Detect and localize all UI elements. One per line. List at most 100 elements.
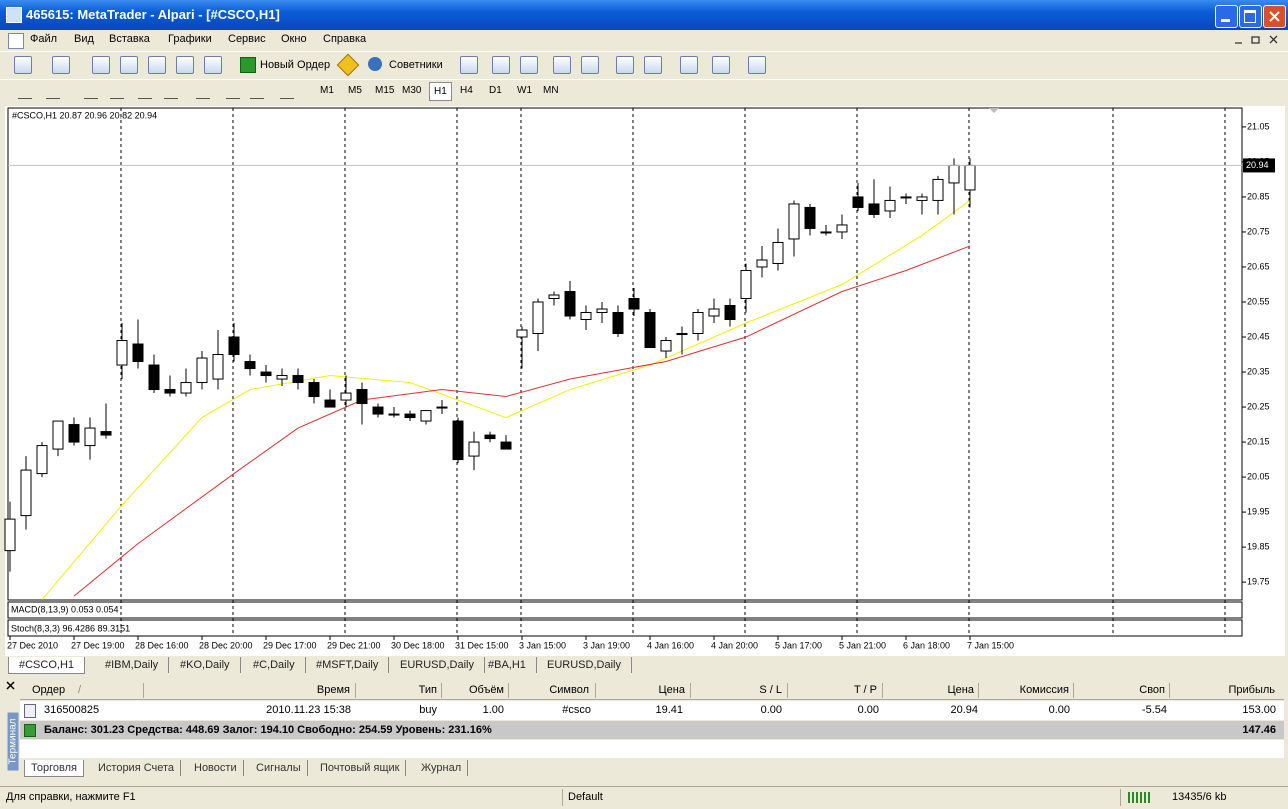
column-header[interactable]: Прибыль	[1228, 684, 1275, 696]
timeframe-button[interactable]: M1	[320, 85, 334, 96]
order-cell[interactable]: 20.94	[950, 704, 978, 716]
terminal-close[interactable]	[6, 681, 15, 690]
drawing-tool[interactable]	[18, 84, 32, 99]
order-cell[interactable]: 2010.11.23 15:38	[266, 704, 351, 716]
toolbar-button[interactable]	[581, 56, 599, 74]
chart-tab[interactable]: #KO,Daily	[170, 657, 241, 673]
toolbar-button[interactable]: Новый Ордер	[260, 59, 331, 71]
order-cell[interactable]: #csco	[562, 704, 591, 716]
maximize-button[interactable]	[1239, 5, 1262, 28]
candle-body	[116, 340, 128, 366]
menu-item[interactable]: Вставка	[109, 33, 150, 45]
toolbar-button[interactable]	[204, 56, 222, 74]
terminal-tab[interactable]: Новости	[188, 760, 244, 776]
drawing-tool[interactable]	[110, 84, 124, 99]
column-divider	[787, 683, 788, 698]
toolbar-button[interactable]	[148, 56, 166, 74]
timeframe-button[interactable]: M5	[348, 85, 362, 96]
order-cell[interactable]: 0.00	[760, 704, 782, 716]
toolbar-button[interactable]	[460, 56, 478, 74]
toolbar-button[interactable]	[52, 56, 70, 74]
order-cell[interactable]: buy	[419, 704, 437, 716]
column-header[interactable]: Своп	[1139, 684, 1165, 696]
drawing-tool[interactable]	[138, 84, 152, 99]
balance-icon	[24, 724, 36, 737]
column-header[interactable]: S / L	[759, 684, 782, 696]
toolbar-button[interactable]	[616, 56, 634, 74]
toolbar-button[interactable]	[553, 56, 571, 74]
toolbar-button[interactable]	[92, 56, 110, 74]
chart-tab[interactable]: #BA,H1	[478, 657, 537, 673]
candle-body	[948, 164, 960, 184]
order-cell[interactable]: 316500825	[44, 704, 100, 716]
drawing-tool[interactable]	[226, 84, 240, 99]
close-button[interactable]	[1263, 5, 1286, 28]
chart-tab[interactable]: #C,Daily	[243, 657, 306, 673]
order-cell[interactable]: 153.00	[1242, 704, 1276, 716]
mdi-buttons[interactable]	[1232, 34, 1282, 46]
chart-tab[interactable]: #IBM,Daily	[95, 657, 170, 673]
x-tick-label: 3 Jan 19:00	[583, 640, 630, 650]
candle-body	[788, 203, 800, 240]
menu-item[interactable]: Сервис	[228, 33, 266, 45]
minimize-button[interactable]	[1215, 5, 1238, 28]
timeframe-button[interactable]: W1	[517, 85, 532, 96]
toolbar-button[interactable]	[492, 56, 510, 74]
timeframe-button[interactable]: M30	[402, 85, 422, 96]
toolbar-button[interactable]	[644, 56, 662, 74]
terminal-tab[interactable]: Сигналы	[250, 760, 308, 776]
x-tick-label: 27 Dec 2010	[7, 640, 58, 650]
menu-item[interactable]: Вид	[74, 33, 94, 45]
column-header[interactable]: T / P	[853, 684, 877, 696]
timeframe-button[interactable]: M15	[375, 85, 395, 96]
terminal-tab[interactable]: Торговля	[24, 760, 84, 777]
timeframe-button[interactable]: D1	[489, 85, 502, 96]
column-header[interactable]: Тип	[418, 684, 437, 696]
column-header[interactable]: Время	[316, 684, 350, 696]
drawing-tool[interactable]	[84, 84, 98, 99]
drawing-tool[interactable]	[46, 84, 60, 99]
column-header[interactable]: Объём	[468, 684, 504, 696]
timeframe-button[interactable]: H4	[460, 85, 473, 96]
toolbar-button[interactable]	[680, 56, 698, 74]
order-cell[interactable]: 1.00	[482, 704, 504, 716]
toolbar-button[interactable]	[14, 56, 32, 74]
drawing-tool[interactable]	[280, 84, 294, 99]
drawing-tool[interactable]	[250, 84, 264, 99]
toolbar-button[interactable]: Советники	[389, 59, 443, 71]
column-header[interactable]: Комиссия	[1019, 684, 1069, 696]
candle-body	[212, 354, 224, 380]
y-tick-label: 20.55	[1247, 296, 1270, 306]
toolbar-button[interactable]	[748, 56, 766, 74]
order-cell[interactable]: -5.54	[1141, 704, 1167, 716]
order-cell[interactable]: 0.00	[1048, 704, 1070, 716]
column-header[interactable]: Ордер	[32, 684, 66, 696]
y-tick-label: 20.25	[1247, 401, 1270, 411]
chart-tab[interactable]: EURUSD,Daily	[537, 657, 632, 673]
drawing-tool[interactable]	[196, 84, 210, 99]
terminal-tab[interactable]: Журнал	[415, 760, 469, 776]
chart-tab[interactable]: #MSFT,Daily	[306, 657, 390, 673]
toolbar-button[interactable]	[712, 56, 730, 74]
chart-tab[interactable]: EURUSD,Daily	[390, 657, 485, 673]
menu-item[interactable]: Справка	[323, 33, 367, 45]
column-header[interactable]: Символ	[549, 684, 589, 696]
toolbar-button[interactable]	[176, 56, 194, 74]
column-divider	[978, 683, 979, 698]
menu-item[interactable]: Файл	[30, 33, 58, 45]
menu-item[interactable]: Графики	[168, 33, 212, 45]
toolbar-button[interactable]	[120, 56, 138, 74]
menu-item[interactable]: Окно	[281, 33, 307, 45]
timeframe-button[interactable]: MN	[543, 85, 559, 96]
column-divider	[355, 683, 356, 698]
column-header[interactable]: Цена	[947, 684, 974, 696]
drawing-tool[interactable]	[164, 84, 178, 99]
order-cell[interactable]: 0.00	[857, 704, 879, 716]
toolbar-button[interactable]	[520, 56, 538, 74]
timeframe-button[interactable]: H1	[429, 82, 452, 101]
order-cell[interactable]: 19.41	[655, 704, 683, 716]
terminal-tab[interactable]: Почтовый ящик	[314, 760, 407, 776]
terminal-tab[interactable]: История Счета	[92, 760, 182, 776]
chart-tab[interactable]: #CSCO,H1	[8, 657, 86, 674]
column-header[interactable]: Цена	[658, 684, 685, 696]
